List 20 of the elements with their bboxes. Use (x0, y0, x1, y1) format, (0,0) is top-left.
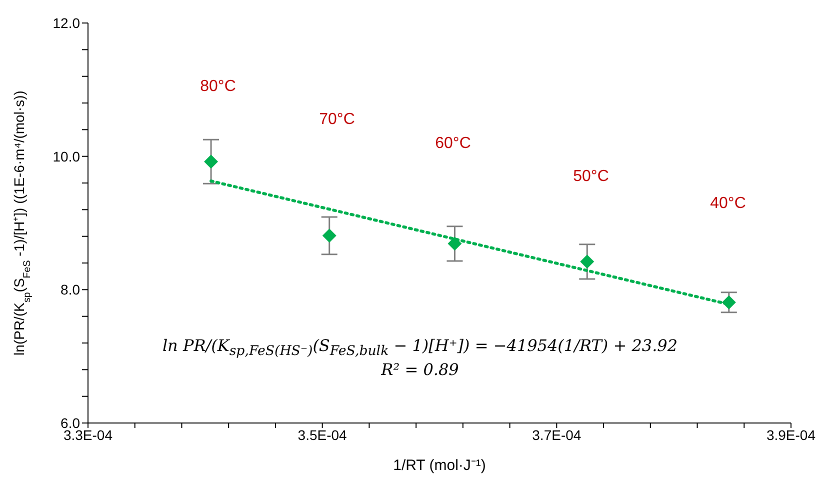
point (448, 236, 462, 251)
x-tick-label: 3.5E-04 (298, 426, 348, 443)
y-tick-label: 10.0 (52, 148, 80, 164)
annotation: 50°C (573, 168, 609, 185)
point (322, 228, 336, 243)
annotation: ln PR/(K$_{sp,FeS(HS⁻)}$(S$_{FeS,bulk}$ − 1)[H⁺]) = −41954(1/RT) + 23.92 (162, 336, 678, 360)
y-tick-label: 6.0 (60, 414, 80, 431)
point (722, 295, 736, 310)
y-tick-label: 8.0 (60, 282, 80, 298)
annotation: 80°C (200, 78, 236, 95)
annotation: 40°C (710, 195, 746, 212)
x-tick-label: 3.7E-04 (532, 426, 582, 443)
annotation: R² = 0.89 (381, 360, 459, 379)
point (580, 254, 594, 269)
annotation: 70°C (319, 111, 355, 128)
y-tick-label: 12.0 (52, 14, 80, 31)
x-tick-label: 3.9E-04 (766, 426, 816, 443)
x-axis-title: 1/RT (mol·J⁻¹) (393, 457, 486, 474)
annotation: 60°C (435, 135, 471, 152)
point (204, 154, 218, 169)
